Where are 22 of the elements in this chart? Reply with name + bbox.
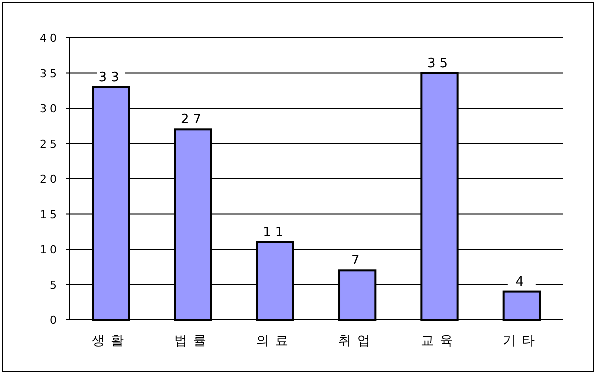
y-tick-label: 15 (40, 208, 60, 222)
y-tick-label: 5 (50, 278, 60, 292)
y-tick-label: 40 (40, 32, 60, 45)
y-tick-label: 35 (40, 67, 60, 80)
x-tick-label: 취업 (338, 334, 377, 349)
bar (502, 290, 541, 321)
y-tick-label: 0 (50, 314, 60, 327)
data-label: 35 (427, 56, 452, 72)
data-label: 4 (516, 274, 528, 290)
x-tick-label: 교육 (420, 334, 459, 349)
data-label: 7 (351, 254, 364, 269)
x-tick-label: 기타 (502, 334, 541, 349)
data-label: 27 (180, 112, 206, 128)
y-tick-label: 10 (40, 244, 60, 256)
y-tick-label: 30 (40, 102, 60, 116)
y-tick-label: 25 (40, 138, 60, 151)
y-tick-label: 20 (40, 173, 60, 186)
data-label: 11 (263, 225, 288, 240)
x-tick-label: 의료 (256, 334, 294, 349)
data-label: 33 (98, 70, 124, 86)
x-tick-label: 법률 (174, 334, 212, 349)
x-tick-label: 생활 (92, 334, 130, 349)
